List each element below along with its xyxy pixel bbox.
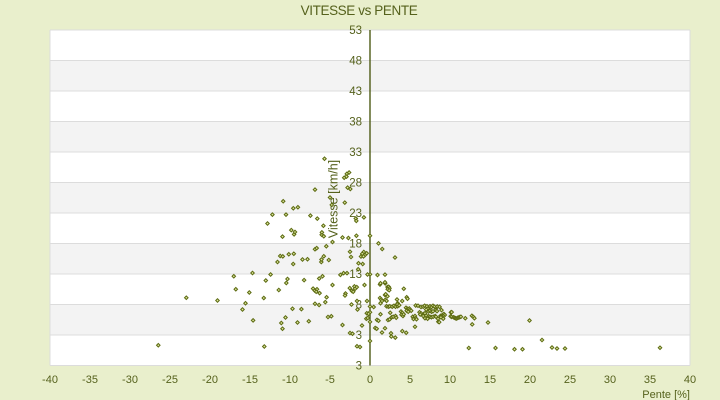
svg-text:28: 28: [349, 178, 362, 190]
svg-text:-40: -40: [42, 374, 58, 386]
svg-text:35: 35: [644, 374, 656, 386]
svg-text:8: 8: [356, 300, 362, 312]
svg-text:13: 13: [349, 269, 362, 281]
svg-text:0: 0: [367, 374, 373, 386]
svg-text:43: 43: [349, 86, 362, 98]
svg-text:15: 15: [484, 374, 496, 386]
svg-text:-25: -25: [162, 374, 178, 386]
svg-text:-30: -30: [122, 374, 138, 386]
svg-text:-5: -5: [325, 374, 335, 386]
svg-text:3: 3: [356, 330, 362, 342]
svg-text:38: 38: [349, 117, 362, 129]
svg-text:-35: -35: [82, 374, 98, 386]
svg-text:Vitesse [km/h]: Vitesse [km/h]: [327, 160, 341, 238]
svg-text:-15: -15: [242, 374, 258, 386]
svg-text:33: 33: [349, 147, 362, 159]
svg-text:25: 25: [564, 374, 576, 386]
svg-text:18: 18: [349, 239, 362, 251]
svg-text:30: 30: [604, 374, 616, 386]
svg-text:VITESSE vs PENTE: VITESSE vs PENTE: [301, 3, 418, 18]
svg-text:-20: -20: [202, 374, 218, 386]
svg-text:10: 10: [444, 374, 456, 386]
svg-text:5: 5: [407, 374, 413, 386]
svg-text:53: 53: [349, 25, 362, 37]
svg-text:20: 20: [524, 374, 536, 386]
svg-text:40: 40: [684, 374, 696, 386]
svg-text:48: 48: [349, 56, 362, 68]
svg-text:3: 3: [356, 361, 362, 373]
svg-text:-10: -10: [282, 374, 298, 386]
svg-text:Pente [%]: Pente [%]: [642, 389, 690, 400]
svg-text:23: 23: [349, 208, 362, 220]
